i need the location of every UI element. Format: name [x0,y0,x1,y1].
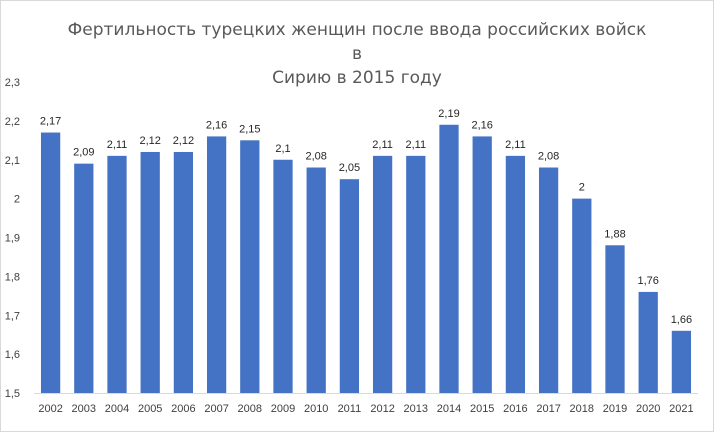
bar-2020 [638,291,658,393]
bar-2002 [40,132,61,394]
y-tick-label: 1,6 [5,349,20,361]
x-tick-label-2015: 2015 [470,403,494,415]
x-tick-label-2016: 2016 [503,403,527,415]
x-tick-label-2005: 2005 [138,403,162,415]
bar-2004 [107,155,127,393]
bar-2006 [173,151,194,393]
bar-2007 [206,136,227,394]
data-label-2010: 2,08 [305,151,326,163]
y-tick-label: 2,3 [5,77,20,89]
data-label-2011: 2,05 [339,162,360,174]
y-tick-label: 1,8 [5,271,20,283]
x-tick-label-2017: 2017 [536,403,560,415]
x-tick-label-2021: 2021 [669,403,693,415]
x-tick-label-2002: 2002 [38,403,62,415]
bar-2012 [372,155,393,393]
bar-2019 [605,245,625,393]
x-tick-label-2006: 2006 [171,403,195,415]
data-labels: 2,17 2,09 2,11 2,12 2,12 2,16 2,15 2,1 2,08 2,05 2… [40,108,692,326]
bars [40,124,692,394]
chart-title-line-1: Фертильность турецких женщин после ввода… [67,20,647,64]
y-tick-label: 1,5 [5,388,20,400]
x-tick-label-2008: 2008 [238,403,262,415]
y-tick-label: 2 [14,194,20,206]
bar-2013 [406,155,426,393]
data-label-2004: 2,11 [107,139,128,151]
data-label-2021: 1,66 [671,314,692,326]
data-label-2002: 2,17 [40,116,61,128]
bar-2010 [306,167,326,393]
data-label-2015: 2,16 [471,119,492,131]
y-tick-label: 1,7 [5,310,20,322]
bar-2003 [74,163,94,393]
bar-2011 [339,179,360,393]
data-label-2009: 2,1 [275,143,290,155]
data-label-2020: 1,76 [637,275,658,287]
bar-2017 [538,167,559,393]
chart-title: Фертильность турецких женщин после ввода… [60,18,654,90]
bar-2014 [439,124,459,393]
data-label-2018: 2 [579,182,585,194]
data-label-2012: 2,11 [372,139,393,151]
data-label-2016: 2,11 [505,139,526,151]
bar-2021 [671,330,692,393]
x-tick-label-2011: 2011 [338,403,362,415]
x-tick-label-2014: 2014 [437,403,461,415]
data-label-2017: 2,08 [538,151,559,163]
bar-2005 [140,151,160,393]
bar-2016 [505,155,526,393]
x-tick-label-2010: 2010 [304,403,328,415]
x-tick-label-2019: 2019 [603,403,627,415]
data-label-2014: 2,19 [438,108,459,120]
bar-2015 [472,136,492,394]
y-tick-label: 1,9 [5,233,20,245]
chart-title-line-2: Сирию в 2015 году [272,68,442,88]
y-axis: 1,5 1,6 1,7 1,8 1,9 2 2,1 2,2 2,3 [5,77,20,400]
x-tick-label-2013: 2013 [404,403,428,415]
y-tick-label: 2,1 [5,155,20,167]
x-tick-label-2020: 2020 [636,403,660,415]
data-label-2013: 2,11 [406,139,427,151]
data-label-2005: 2,12 [139,135,160,147]
data-label-2008: 2,15 [239,123,260,135]
x-tick-label-2003: 2003 [72,403,96,415]
bar-2009 [273,159,293,393]
x-tick-label-2012: 2012 [370,403,394,415]
x-tick-label-2018: 2018 [570,403,594,415]
bar-2018 [572,198,592,393]
x-tick-label-2009: 2009 [271,403,295,415]
y-tick-label: 2,2 [5,116,20,128]
bar-2008 [240,140,260,393]
data-label-2007: 2,16 [206,119,227,131]
x-axis: 2002 2003 2004 2005 2006 2007 2008 2009 2010 2011… [34,393,698,415]
data-label-2019: 1,88 [604,228,625,240]
data-label-2006: 2,12 [173,135,194,147]
data-label-2003: 2,09 [73,147,94,159]
x-tick-label-2007: 2007 [204,403,228,415]
x-tick-label-2004: 2004 [105,403,129,415]
